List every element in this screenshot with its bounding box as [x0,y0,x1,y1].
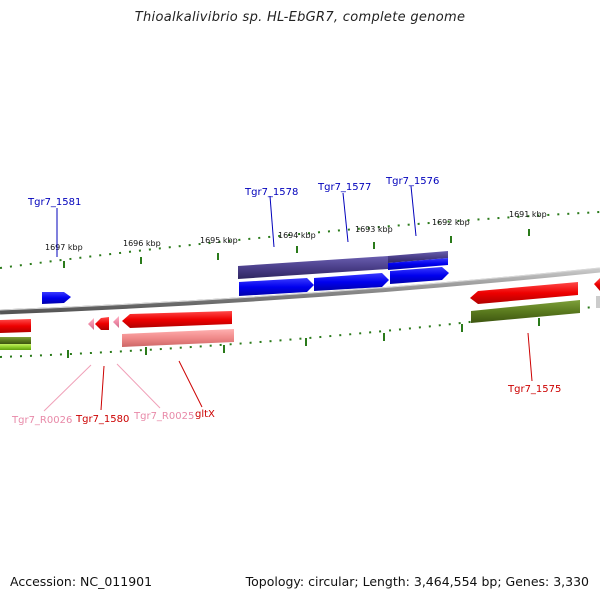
cog-bar[interactable] [0,344,31,350]
gene-label-tgr7-1580[interactable]: Tgr7_1580 [75,414,129,425]
gene-label-tgr7-1576[interactable]: Tgr7_1576 [385,176,439,187]
leader-line [410,185,417,237]
gene-label-tgr7-1581[interactable]: Tgr7_1581 [27,197,81,208]
kbp-label: 1693 kbp [355,225,393,234]
gene-arrow-tgr7-1581[interactable] [42,292,71,304]
leader-line [527,332,533,382]
cog-bar[interactable] [238,256,388,279]
cog-bar[interactable] [596,296,600,308]
gene-label-tgr7-1577[interactable]: Tgr7_1577 [317,182,371,193]
leader-line [269,195,275,248]
kbp-label: 1695 kbp [200,236,238,245]
kbp-label: 1694 kbp [278,231,316,240]
gene-arrow-tgr7-1575[interactable] [470,282,578,304]
gene-arrow-right-partial[interactable] [594,278,600,291]
reverse-strand-track [0,278,600,333]
rna-arrow-tgr7-r0026[interactable] [88,318,94,330]
cog-bar[interactable] [122,329,234,347]
gene-arrow-tgr7-1576[interactable] [390,267,449,284]
cog-bar[interactable] [388,251,448,263]
leader-lines [43,185,533,412]
accession-text: Accession: NC_011901 [10,574,153,589]
gene-label-tgr7-1578[interactable]: Tgr7_1578 [244,187,298,198]
inner-tick-track [0,305,600,358]
kbp-label: 1696 kbp [123,239,161,248]
gene-label-gltx[interactable]: gltX [195,409,215,420]
rna-arrow-tgr7-r0025[interactable] [113,316,119,328]
gene-label-tgr7-r0025[interactable]: Tgr7_R0025 [133,411,194,422]
cog-bar[interactable] [471,300,580,323]
gene-label-tgr7-r0026[interactable]: Tgr7_R0026 [11,415,72,426]
kbp-labels: 1697 kbp 1696 kbp 1695 kbp 1694 kbp 1693… [45,210,547,252]
leader-line [43,364,92,412]
leader-line [342,192,349,243]
leader-line [116,363,161,409]
leader-line [178,360,203,408]
gene-arrow-tgr7-1577[interactable] [314,273,389,291]
kbp-label: 1691 kbp [509,210,547,219]
cog-bar[interactable] [388,258,448,270]
gene-arrow-left-partial[interactable] [0,319,31,333]
cog-bar[interactable] [0,337,31,344]
gene-arrow-tgr7-1578[interactable] [239,278,314,296]
forward-strand-track [42,267,449,304]
kbp-label: 1697 kbp [45,243,83,252]
genome-backbone [0,267,600,315]
kbp-label: 1692 kbp [432,218,470,227]
cog-track-upper [238,251,448,279]
leader-line [100,365,105,411]
gene-arrow-tgr7-1580[interactable] [95,317,109,330]
gene-arrow-gltx[interactable] [122,311,232,328]
gene-label-tgr7-1575[interactable]: Tgr7_1575 [507,384,561,395]
cog-track-lower [0,296,600,350]
page-title: Thioalkalivibrio sp. HL-EbGR7, complete … [134,10,466,25]
outer-tick-track [0,211,600,269]
genome-stats-text: Topology: circular; Length: 3,464,554 bp… [245,574,589,589]
gene-labels: Tgr7_1581 Tgr7_1578 Tgr7_1577 Tgr7_1576 … [11,176,561,426]
